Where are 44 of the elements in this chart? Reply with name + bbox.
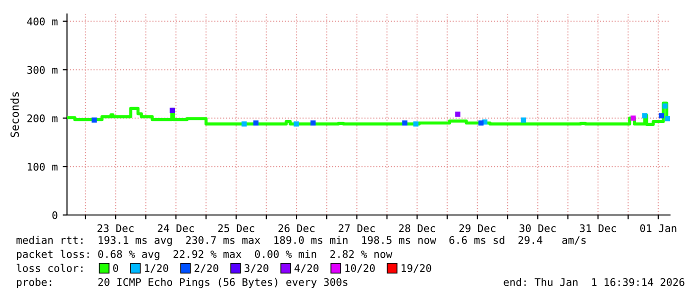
point [92, 117, 97, 123]
y-tick-label: 400 m [27, 18, 58, 26]
x-tick-label: 28 Dec [399, 224, 436, 232]
text: packet loss: 0.68 % avg 22.92 % max 0.00 % min 2.82 % now [16, 250, 392, 260]
y-axis-title: Seconds [10, 92, 19, 138]
point [478, 120, 484, 126]
point [520, 117, 526, 123]
x-tick-label: 23 Dec [98, 224, 134, 232]
x-tick-label: 31 Dec [580, 224, 616, 232]
legend-label: 19/20 [402, 264, 432, 273]
y-tick-label: 0 [52, 211, 58, 220]
point [253, 120, 258, 126]
point [294, 121, 299, 127]
legend-label: 1/20 [145, 264, 168, 273]
legend-title: loss color: [16, 264, 82, 272]
y-tick-label: 100 m [28, 162, 58, 171]
point [170, 108, 175, 113]
point [455, 112, 460, 117]
legend-label: 4/20 [294, 264, 318, 273]
point [630, 116, 636, 121]
point [242, 121, 247, 127]
x-tick-label: 26 Dec [278, 224, 314, 232]
legend-label: 10/20 [345, 264, 375, 273]
text: probe: 20 ICMP Echo Pings (56 Bytes) every 300s [16, 278, 348, 288]
x-tick-label: 25 Dec [218, 224, 254, 232]
legend-label: 3/20 [244, 264, 268, 273]
y-tick-label: 300 m [27, 66, 58, 74]
point [664, 116, 670, 122]
point [642, 113, 648, 118]
x-tick-label: 24 Dec [158, 224, 194, 232]
point [662, 103, 668, 109]
legend-label: 0 [113, 264, 118, 272]
text: median rtt: 193.1 ms avg 230.7 ms max 189.0 ms min 198.5 ms now 6.6 ms sd 29.4 am/s [16, 236, 586, 246]
x-tick-label: 27 Dec [338, 224, 375, 232]
legend-label: 2/20 [194, 264, 218, 273]
point [402, 120, 408, 126]
point [413, 121, 418, 127]
y-tick-label: 200 m [27, 114, 58, 122]
x-tick-label: 30 Dec [520, 224, 556, 232]
point [310, 120, 316, 126]
x-tick-label: 29 Dec [459, 224, 496, 232]
point [658, 113, 664, 118]
text: end: Thu Jan 1 16:39:14 2026 [504, 278, 684, 286]
x-tick-label: 01 Jan [640, 224, 676, 232]
